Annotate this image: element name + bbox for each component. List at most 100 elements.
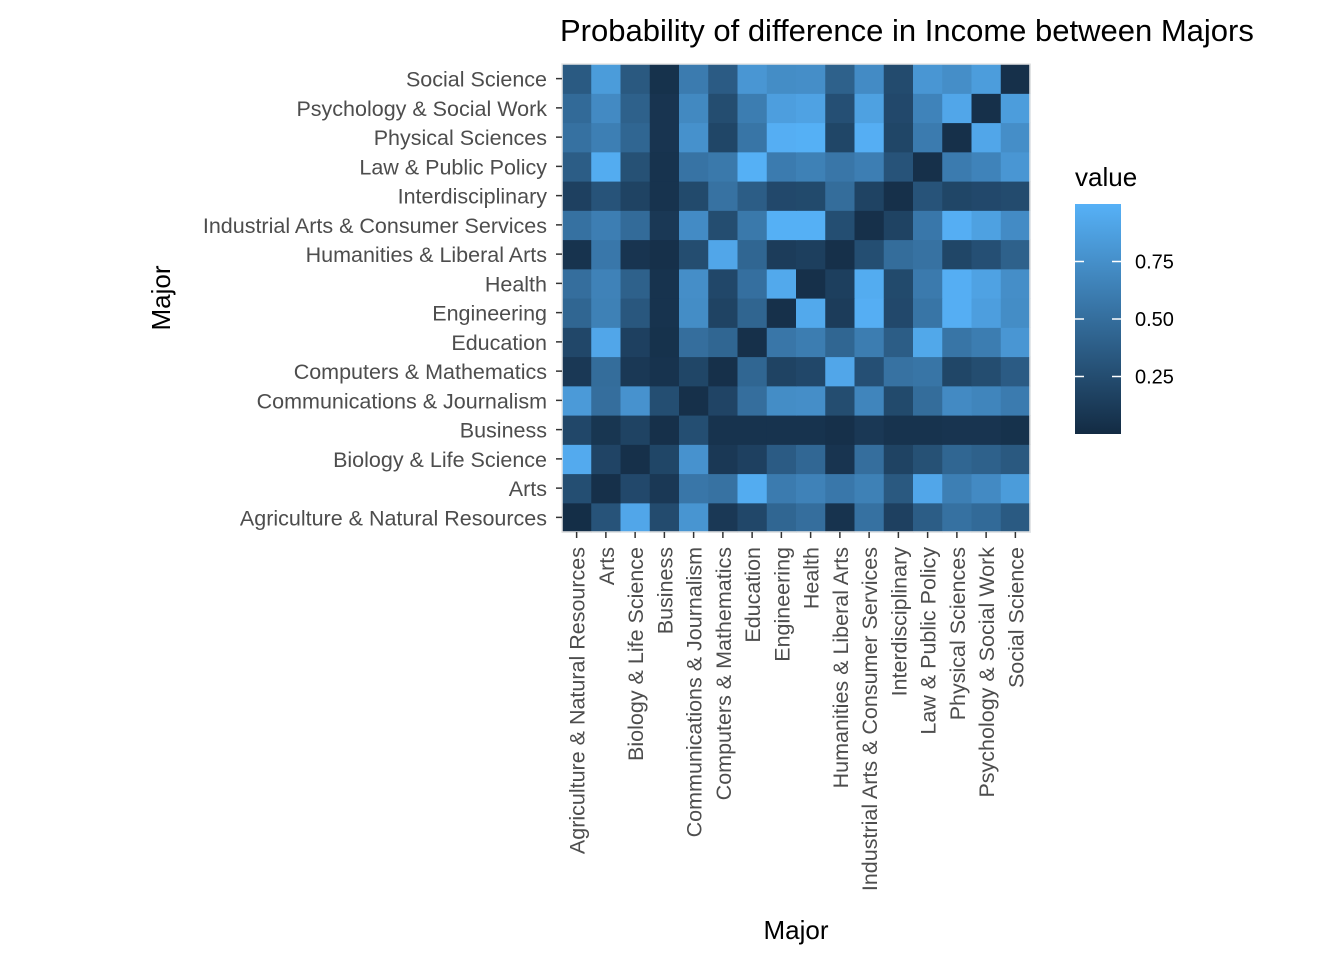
heatmap-cell — [708, 415, 739, 445]
heatmap-cell — [825, 210, 856, 241]
heatmap-cell — [591, 473, 622, 504]
heatmap-cell — [883, 151, 914, 182]
heatmap-cell — [649, 385, 680, 416]
x-tick-label: Engineering — [770, 547, 794, 662]
y-tick-label: Interdisciplinary — [398, 185, 548, 209]
heatmap-cell — [679, 298, 709, 328]
heatmap-cell — [737, 210, 768, 241]
heatmap-cell — [1000, 268, 1031, 299]
heatmap-cell — [679, 473, 709, 504]
heatmap-cell — [591, 356, 622, 387]
heatmap-cell — [620, 93, 651, 124]
heatmap-cell — [562, 327, 592, 358]
heatmap-cell — [825, 64, 856, 94]
heatmap-cell — [649, 415, 680, 445]
x-tick-label: Physical Sciences — [946, 547, 970, 720]
heatmap-cell — [562, 356, 592, 387]
x-tick-label: Education — [741, 547, 765, 643]
heatmap-cell — [737, 93, 768, 124]
heatmap-cell — [679, 64, 709, 94]
heatmap-cell — [971, 64, 1002, 94]
heatmap-cell — [942, 356, 973, 387]
heatmap-cell — [620, 502, 651, 533]
heatmap-cell — [971, 210, 1002, 241]
heatmap-cell — [854, 64, 885, 94]
heatmap-cell — [562, 298, 592, 328]
heatmap-cell — [737, 64, 768, 94]
heatmap-cell — [913, 415, 943, 445]
heatmap-cell — [854, 502, 885, 533]
heatmap-cell — [766, 64, 797, 94]
heatmap-cell — [591, 122, 622, 153]
heatmap-cell — [766, 473, 797, 504]
heatmap-cell — [883, 415, 914, 445]
heatmap-cell — [796, 210, 826, 241]
heatmap-cell — [883, 239, 914, 270]
x-axis: Agriculture & Natural Resources Arts Biolo… — [566, 532, 1028, 891]
heatmap-cell — [649, 93, 680, 124]
heatmap-cell — [854, 268, 885, 299]
heatmap-cell — [913, 181, 943, 211]
heatmap-cell — [562, 151, 592, 182]
y-tick-label: Communications & Journalism — [257, 389, 547, 413]
x-tick-label: Business — [653, 547, 677, 634]
heatmap-cell — [737, 415, 768, 445]
heatmap-cell — [796, 385, 826, 416]
heatmap-cell — [1000, 181, 1031, 211]
heatmap-cell — [766, 151, 797, 182]
heatmap-cell — [562, 444, 592, 475]
heatmap-cell — [796, 268, 826, 299]
heatmap-cell — [854, 122, 885, 153]
x-tick-label: Social Science — [1004, 547, 1028, 688]
heatmap-cell — [679, 181, 709, 211]
x-axis-title: Major — [763, 915, 828, 945]
heatmap-cell — [854, 298, 885, 328]
heatmap-cell — [766, 385, 797, 416]
heatmap-cell — [766, 356, 797, 387]
heatmap-cell — [796, 122, 826, 153]
heatmap-cell — [971, 444, 1002, 475]
heatmap-cell — [883, 473, 914, 504]
heatmap-cell — [825, 444, 856, 475]
heatmap-cell — [883, 502, 914, 533]
heatmap-cell — [737, 356, 768, 387]
heatmap-cell — [649, 210, 680, 241]
heatmap-cell — [708, 268, 739, 299]
heatmap-cell — [1000, 239, 1031, 270]
heatmap-cell — [1000, 210, 1031, 241]
x-tick-label: Interdisciplinary — [887, 547, 911, 697]
heatmap-cell — [737, 444, 768, 475]
heatmap-cell — [649, 327, 680, 358]
heatmap-cell — [942, 298, 973, 328]
heatmap-cell — [649, 151, 680, 182]
heatmap-cell — [679, 385, 709, 416]
heatmap-cell — [825, 356, 856, 387]
heatmap-cell — [679, 444, 709, 475]
heatmap-cell — [796, 93, 826, 124]
heatmap-cell — [620, 239, 651, 270]
chart-title: Probability of difference in Income betw… — [560, 13, 1254, 48]
y-tick-label: Health — [485, 272, 547, 296]
heatmap-cell — [942, 502, 973, 533]
heatmap-cell — [825, 181, 856, 211]
heatmap-cell — [1000, 385, 1031, 416]
heatmap-cell — [737, 239, 768, 270]
heatmap-cell — [562, 473, 592, 504]
heatmap-cell — [883, 93, 914, 124]
heatmap-cell — [913, 385, 943, 416]
heatmap-cell — [1000, 122, 1031, 153]
heatmap-cell — [854, 327, 885, 358]
heatmap-cell — [883, 181, 914, 211]
heatmap-cell — [737, 385, 768, 416]
heatmap-cell — [971, 151, 1002, 182]
heatmap-cell — [796, 151, 826, 182]
heatmap-cell — [766, 93, 797, 124]
heatmap-cell — [679, 151, 709, 182]
heatmap-cell — [708, 93, 739, 124]
heatmap-cell — [708, 298, 739, 328]
heatmap-cell — [825, 151, 856, 182]
heatmap-cell — [854, 415, 885, 445]
heatmap-cell — [562, 268, 592, 299]
heatmap-cell — [883, 122, 914, 153]
